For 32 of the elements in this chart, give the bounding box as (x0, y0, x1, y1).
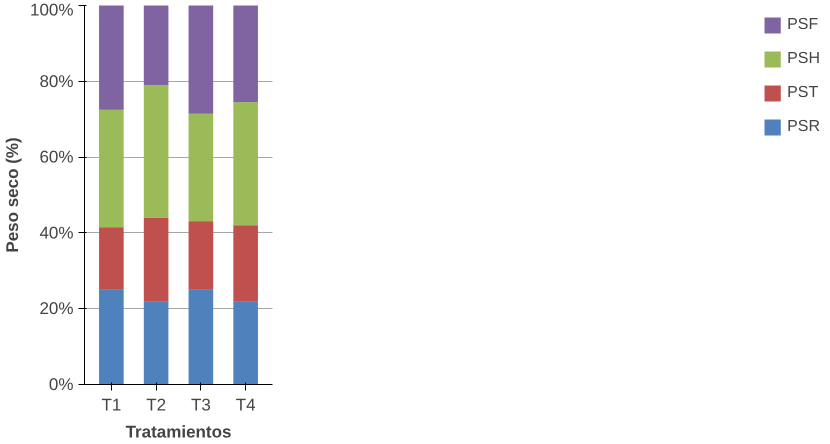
bar (144, 301, 168, 384)
bar (144, 6, 168, 86)
x-tick-label: T4 (236, 396, 256, 414)
y-axis-title: Peso seco (%) (3, 137, 22, 253)
bar (233, 225, 258, 302)
x-tick-label: T1 (101, 396, 122, 414)
bar (188, 114, 214, 222)
legend-label: PSH (787, 50, 820, 68)
bar (188, 222, 214, 290)
y-tick-label: 0% (48, 375, 74, 394)
bar (188, 6, 214, 114)
y-tick-label: 100% (30, 0, 74, 20)
bar (99, 110, 124, 228)
legend-label: PST (787, 84, 818, 102)
bar (233, 301, 258, 384)
bar (144, 218, 168, 302)
bar (188, 290, 214, 384)
y-tick-label: 60% (39, 148, 74, 167)
bar (99, 290, 124, 384)
bar (233, 102, 258, 226)
y-tick-label: 80% (39, 72, 74, 91)
bar (99, 6, 124, 110)
bar (144, 85, 168, 218)
x-tick-label: T2 (146, 396, 166, 414)
legend-label: PSR (787, 118, 820, 136)
x-tick-label: T3 (190, 396, 211, 414)
bar (99, 227, 124, 290)
bar (233, 6, 258, 102)
legend-label: PSF (787, 16, 818, 34)
y-tick-label: 20% (39, 299, 74, 318)
y-tick-label: 40% (39, 223, 74, 242)
x-axis-title: Tratamientos (126, 422, 232, 442)
